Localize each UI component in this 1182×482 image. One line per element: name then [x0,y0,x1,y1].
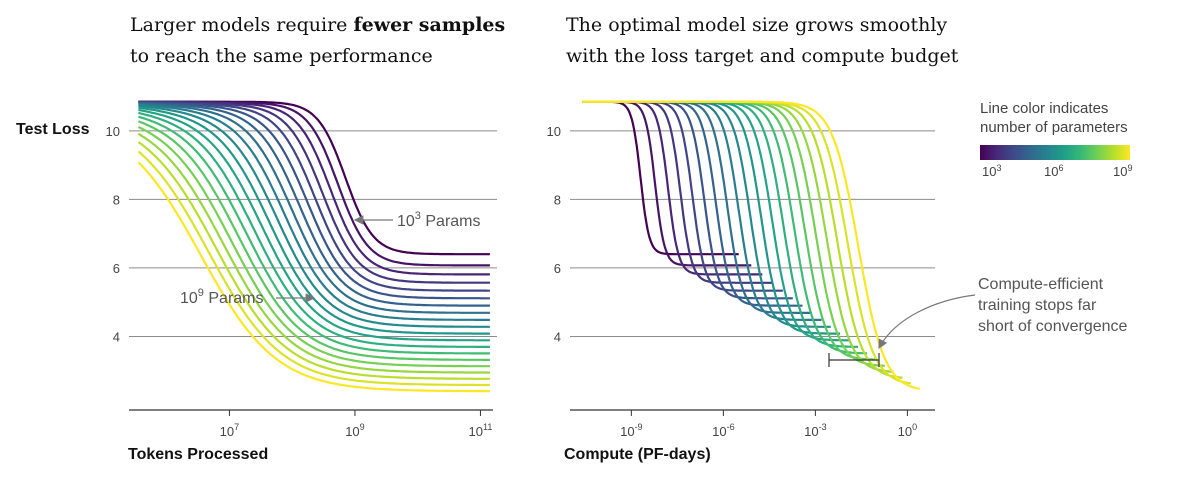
left-x-ticks: 107 109 1011 [220,410,493,439]
annotation-1e9-label: 109 Params [180,287,264,307]
left-loss-curve [138,101,490,300]
legend-title-line2: number of parameters [980,119,1128,136]
left-y-tick-label: 6 [113,261,120,276]
right-y-tick-label: 4 [554,329,561,344]
right-x-tick-label: 10-6 [712,422,734,439]
right-x-tick-label: 10-3 [804,422,826,439]
left-x-tick-label: 107 [220,422,239,439]
left-loss-curve [138,111,490,348]
left-loss-curve [137,126,490,368]
legend-tick-1e6: 106 [1044,163,1063,179]
left-panel: Larger models require fewer samples to r… [16,14,505,463]
left-loss-curve [138,104,490,328]
left-x-axis-label: Tokens Processed [128,446,268,463]
right-panel: The optimal model size grows smoothly wi… [547,14,1128,463]
colorbar-legend: Line color indicates number of parameter… [980,100,1132,179]
right-loss-curve [582,100,885,367]
legend-tick-1e3: 103 [982,163,1001,179]
right-y-tick-label: 6 [554,261,561,276]
compute-annotation-line2: training stops far [978,297,1097,314]
left-y-tick-label: 10 [106,124,120,139]
right-title-line1: The optimal model size grows smoothly [566,14,947,36]
right-y-tick-label: 8 [554,192,561,207]
left-x-tick-label: 1011 [469,422,493,439]
compute-annotation: Compute-efficient training stops far sho… [878,276,1128,350]
left-x-tick-label: 109 [345,422,364,439]
left-loss-curve [138,100,490,256]
convergence-bracket [828,353,880,367]
left-loss-curve [138,101,490,292]
colorbar [980,145,1130,160]
legend-tick-1e9: 109 [1113,163,1132,179]
left-y-ticks: 4 6 8 10 [106,124,120,345]
left-loss-curve [138,115,490,355]
right-curves [582,100,920,390]
legend-title-line1: Line color indicates [980,100,1108,117]
left-loss-curve [138,103,490,321]
right-loss-curve [582,100,822,321]
right-loss-curve [582,100,876,361]
left-y-tick-label: 4 [113,329,120,344]
right-x-ticks: 10-9 10-6 10-3 100 [620,410,917,439]
annotation-1e9-params: 109 Params [180,287,316,307]
right-x-tick-label: 100 [898,422,917,439]
left-loss-curve [138,120,490,361]
compute-annotation-arrow [878,294,976,350]
left-loss-curve [137,132,490,374]
right-loss-curve [582,100,840,335]
left-loss-curve [138,101,490,307]
left-curves [137,100,490,393]
right-loss-curve [582,100,912,385]
left-title-line2: to reach the same performance [130,45,433,67]
right-x-tick-label: 10-9 [620,422,642,439]
right-loss-curve [582,100,812,314]
left-loss-curve [137,161,490,393]
right-loss-curve [582,100,859,348]
left-y-tick-label: 8 [113,192,120,207]
left-gridlines [129,130,497,337]
left-loss-curve [137,141,490,380]
left-y-axis-label: Test Loss [16,121,90,138]
left-loss-curve [137,150,490,387]
compute-annotation-line3: short of convergence [978,318,1128,335]
left-title-line1: Larger models require fewer samples [130,14,505,36]
right-gridlines [570,130,935,337]
right-y-tick-label: 10 [547,124,561,139]
compute-annotation-line1: Compute-efficient [978,276,1104,293]
right-title-line2: with the loss target and compute budget [566,45,959,67]
left-loss-curve [138,108,490,342]
right-loss-curve [582,100,920,390]
right-x-axis-label: Compute (PF-days) [564,446,711,463]
annotation-1e3-label: 103 Params [397,210,481,230]
annotation-1e3-params: 103 Params [353,210,481,230]
left-loss-curve [138,102,490,314]
right-y-ticks: 4 6 8 10 [547,124,561,345]
